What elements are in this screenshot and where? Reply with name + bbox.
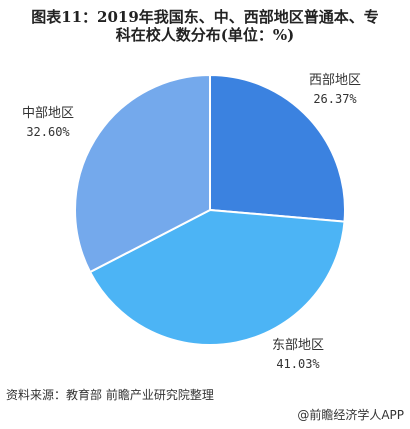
slice-label-1: 东部地区: [272, 338, 324, 353]
source-note: 资料来源：教育部 前瞻产业研究院整理: [6, 388, 214, 402]
slice-label-0: 西部地区: [309, 73, 361, 88]
slice-label-2: 中部地区: [22, 106, 74, 121]
chart-title-line-2: 科在校人数分布(单位：%): [115, 26, 295, 44]
chart-title-line-1: 图表11：2019年我国东、中、西部地区普通本、专: [31, 8, 379, 26]
pie-slice-1: [88, 208, 346, 346]
slice-value-0: 26.37%: [313, 92, 357, 106]
footer-brand: @前瞻经济学人APP: [297, 408, 404, 422]
chart-title: 图表11：2019年我国东、中、西部地区普通本、专 科在校人数分布(单位：%): [0, 8, 410, 44]
pie-slice-0: [209, 73, 346, 223]
pie-slice-2: [74, 73, 211, 274]
slice-value-2: 32.60%: [26, 125, 70, 139]
slice-value-1: 41.03%: [276, 357, 320, 371]
